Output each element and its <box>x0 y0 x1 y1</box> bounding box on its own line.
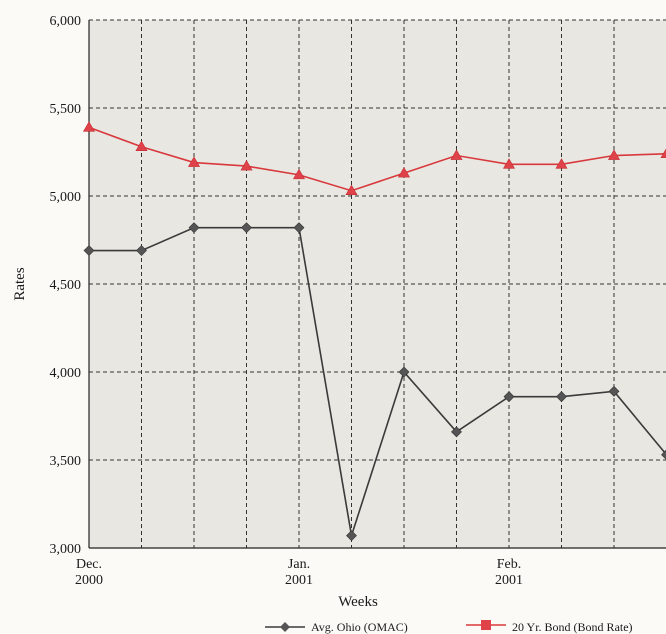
y-tick-labels: 6,000 5,500 5,000 4,500 4,000 3,500 3,000 <box>50 14 82 557</box>
data-point <box>345 184 358 196</box>
y-tick-label: 4,000 <box>50 366 82 381</box>
series-avg-ohio <box>83 222 666 542</box>
x-tick-label-year: 2001 <box>495 573 523 588</box>
data-point <box>135 140 148 152</box>
legend-item-bond-rate: 20 Yr. Bond (Bond Rate) <box>466 620 633 634</box>
grid <box>89 19 666 548</box>
data-point <box>136 245 147 256</box>
x-axis-title: Weeks <box>338 594 378 610</box>
axes <box>88 20 666 549</box>
x-tick-label-month: Dec. <box>76 557 102 572</box>
y-tick-label: 4,500 <box>50 278 82 293</box>
legend-item-avg-ohio: Avg. Ohio (OMAC) <box>265 620 408 634</box>
data-point <box>451 426 462 438</box>
data-point <box>397 167 411 178</box>
data-point <box>608 385 620 397</box>
data-point <box>240 159 253 171</box>
data-point <box>502 158 516 169</box>
y-axis-title: Rates <box>12 267 28 300</box>
y-tick-label: 5,500 <box>50 102 82 117</box>
data-point <box>187 156 201 167</box>
data-point <box>188 222 200 234</box>
data-point <box>398 366 410 378</box>
diamond-marker-icon <box>280 622 290 632</box>
x-tick-label-year: 2000 <box>75 573 103 588</box>
data-point <box>293 222 305 234</box>
y-tick-label: 3,000 <box>50 542 82 557</box>
series-line <box>88 126 666 192</box>
data-point <box>82 121 96 132</box>
data-point <box>661 449 666 460</box>
legend: Avg. Ohio (OMAC) 20 Yr. Bond (Bond Rate) <box>265 620 633 634</box>
y-tick-label: 6,000 <box>50 14 82 29</box>
legend-label-avg-ohio: Avg. Ohio (OMAC) <box>311 620 408 634</box>
y-tick-label: 3,500 <box>50 454 82 469</box>
x-tick-label-year: 2001 <box>285 573 313 588</box>
square-marker-icon <box>481 620 491 630</box>
data-point <box>556 391 567 403</box>
data-point <box>607 149 621 160</box>
series-line <box>89 226 666 536</box>
legend-label-bond-rate: 20 Yr. Bond (Bond Rate) <box>512 620 633 634</box>
series <box>82 121 666 542</box>
x-tick-label-month: Jan. <box>288 557 310 572</box>
x-tick-label-month: Feb. <box>497 557 522 572</box>
data-point <box>450 149 463 160</box>
data-point <box>83 245 95 256</box>
data-point <box>292 168 306 180</box>
data-point <box>503 391 515 403</box>
data-point <box>555 158 568 169</box>
y-tick-label: 5,000 <box>50 190 82 205</box>
data-point <box>660 148 666 159</box>
data-point <box>346 530 357 542</box>
data-point <box>241 222 252 234</box>
series-bond-rate <box>82 121 666 196</box>
